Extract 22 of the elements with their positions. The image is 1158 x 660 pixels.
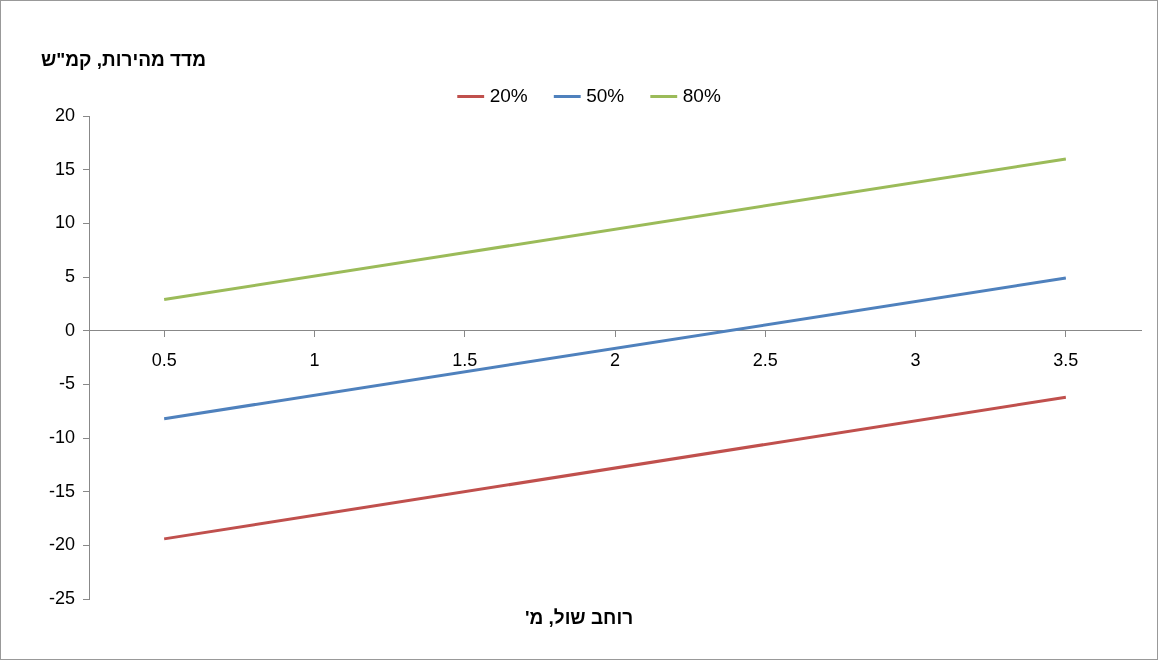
legend-label: 20% [489,84,528,106]
y-tick-label: 5 [65,265,76,286]
y-tick-label: 20 [54,104,76,125]
legend-label: 80% [682,84,721,106]
y-tick-label: -25 [49,587,76,608]
legend-label: 50% [586,84,625,106]
y-axis-title: מדד מהירות, קמ"ש [41,49,206,71]
x-tick-label: 0.5 [151,350,177,371]
y-tick-label: -15 [49,480,76,501]
x-tick-label: 2.5 [752,350,778,371]
y-tick-label: 0 [65,319,76,340]
x-tick-label: 3 [910,350,921,371]
x-tick-label: 3.5 [1053,350,1079,371]
x-tick-label: 1 [309,350,320,371]
x-tick-label: 1.5 [452,350,478,371]
x-tick-label: 2 [610,350,621,371]
y-tick-label: 15 [54,158,76,179]
x-axis-title: רוחב שול, מ' [523,607,635,629]
y-tick-label: -5 [59,373,76,394]
y-tick-label: 10 [54,212,76,233]
y-tick-label: -20 [49,534,76,555]
y-tick-label: -10 [49,426,76,447]
